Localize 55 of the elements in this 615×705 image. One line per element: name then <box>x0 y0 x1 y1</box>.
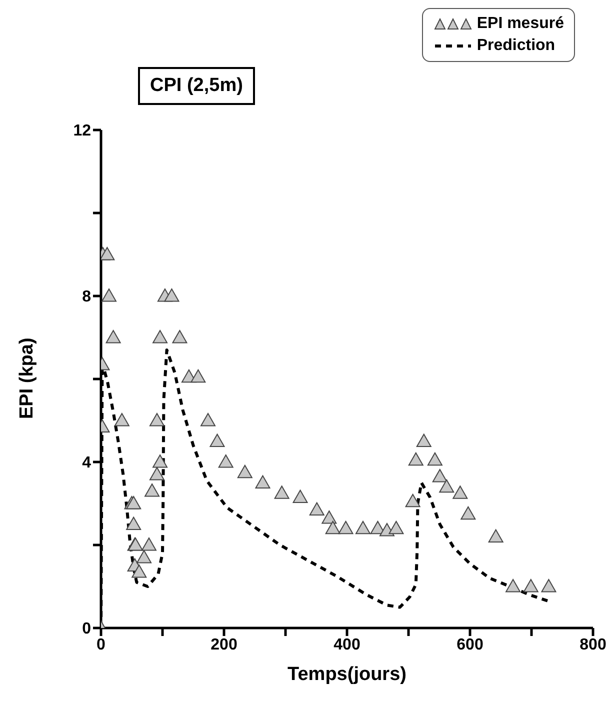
point <box>101 288 116 302</box>
point <box>488 529 504 542</box>
y-tick-label: 0 <box>82 620 92 638</box>
y-axis-title: EPI (kpa) <box>16 338 38 419</box>
point <box>427 452 442 466</box>
y-tick-label: 8 <box>82 288 92 306</box>
point <box>200 413 216 426</box>
point <box>164 288 180 302</box>
point <box>255 475 270 488</box>
chart-title: CPI (2,5m) <box>138 67 255 105</box>
point <box>405 494 420 508</box>
point <box>325 520 340 534</box>
point <box>136 550 152 564</box>
x-tick-label: 600 <box>456 636 484 654</box>
point <box>132 564 147 578</box>
point <box>439 479 454 493</box>
x-tick-label: 200 <box>210 636 238 654</box>
point <box>523 579 538 592</box>
x-tick-label: 0 <box>96 636 106 654</box>
x-axis-title: Temps(jours) <box>288 664 406 685</box>
y-tick-label: 12 <box>73 122 92 140</box>
point <box>309 502 324 516</box>
x-tick-label: 800 <box>580 636 606 654</box>
point <box>506 579 521 592</box>
point <box>322 510 337 524</box>
point <box>388 520 404 534</box>
point <box>144 484 160 497</box>
point <box>292 490 308 504</box>
point <box>460 506 476 520</box>
point <box>541 579 556 592</box>
point <box>355 520 370 534</box>
legend-label: EPI mesuré <box>476 15 564 33</box>
point <box>141 538 156 551</box>
point <box>338 520 354 534</box>
point <box>149 466 164 480</box>
point <box>114 413 130 426</box>
x-tick-label: 400 <box>334 636 360 654</box>
point <box>237 464 252 478</box>
point <box>126 516 142 530</box>
point <box>190 369 206 383</box>
point <box>416 434 432 447</box>
point <box>101 247 115 260</box>
point <box>408 452 424 466</box>
point <box>218 454 234 468</box>
point <box>172 330 188 344</box>
point <box>452 486 468 499</box>
legend-label: Prediction <box>476 37 556 55</box>
point <box>210 434 225 447</box>
point <box>432 469 448 482</box>
point <box>106 330 121 344</box>
point <box>152 330 168 344</box>
point <box>274 486 290 499</box>
y-tick-label: 4 <box>82 454 92 472</box>
point <box>152 454 168 468</box>
point <box>149 413 164 426</box>
